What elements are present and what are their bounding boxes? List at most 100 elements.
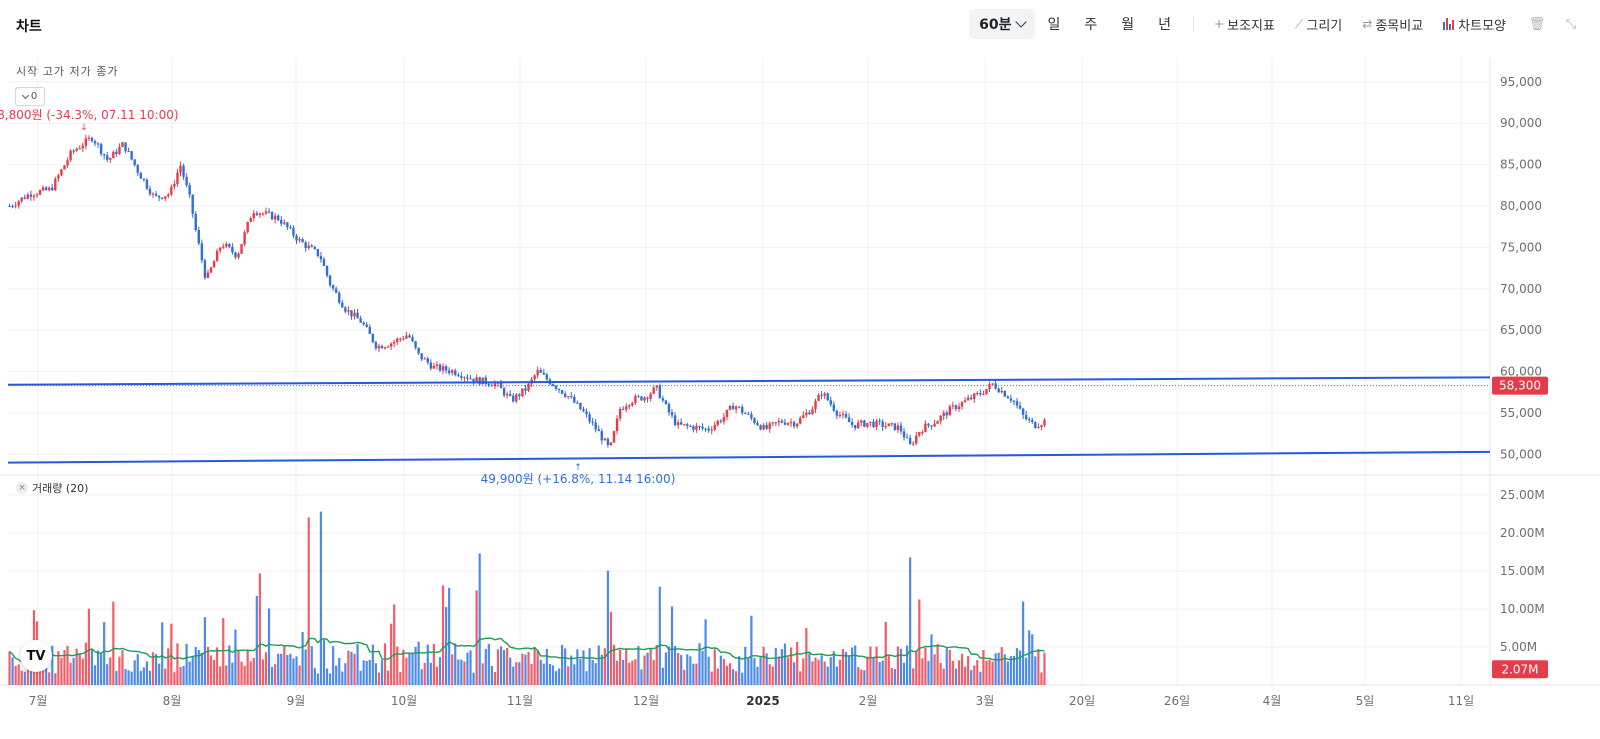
candle-body: [148, 188, 152, 195]
volume-bar: [368, 659, 371, 685]
volume-bar: [118, 656, 121, 685]
volume-bar: [680, 655, 683, 685]
compare-button[interactable]: ⇄ 종목비교: [1352, 9, 1433, 39]
volume-bar: [362, 660, 365, 685]
candle-body: [637, 396, 640, 398]
volume-bar: [524, 654, 527, 685]
volume-bar: [615, 660, 619, 685]
candle-body: [689, 425, 692, 427]
candle-body: [11, 206, 14, 208]
price-tick-label: 60,000: [1500, 365, 1542, 379]
candle-body: [75, 148, 78, 151]
candle-body: [863, 420, 866, 427]
candle-body: [203, 260, 207, 278]
volume-bar: [991, 661, 994, 685]
volume-bar: [374, 663, 377, 685]
candle-body: [963, 400, 967, 403]
candle-body: [167, 194, 170, 197]
chevron-down-icon: [1015, 16, 1028, 28]
timeframe-week[interactable]: 주: [1084, 17, 1098, 33]
volume-bar: [719, 655, 722, 685]
volume-bar: [69, 662, 72, 685]
candle-body: [1006, 396, 1010, 399]
candle-body: [8, 205, 11, 207]
indicator-button[interactable]: + 보조지표: [1204, 9, 1285, 39]
candle-body: [84, 138, 88, 146]
volume-bar: [188, 661, 191, 685]
indicator-collapse-button[interactable]: 0: [15, 87, 45, 106]
volume-bar: [1034, 656, 1037, 685]
candle-body: [509, 393, 512, 396]
close-icon[interactable]: ×: [16, 482, 28, 494]
volume-bar: [631, 660, 634, 685]
volume-bar: [905, 645, 909, 685]
volume-bar: [811, 661, 814, 685]
volume-bar: [237, 650, 240, 685]
timeframe-year[interactable]: 년: [1158, 17, 1172, 33]
trash-icon[interactable]: 🗑: [1528, 16, 1546, 32]
volume-bar: [960, 653, 964, 685]
toolbar-divider: [1193, 16, 1195, 32]
candle-body: [408, 335, 411, 338]
candle-body: [118, 146, 121, 154]
volume-bar: [658, 586, 661, 685]
volume-bar: [1031, 634, 1034, 685]
candle-body: [847, 417, 851, 423]
volume-bar: [87, 608, 91, 685]
candle-body: [234, 252, 237, 258]
candle-body: [160, 197, 164, 199]
candle-body: [911, 443, 915, 445]
candle-body: [585, 411, 588, 415]
volume-bar: [179, 666, 182, 685]
volume-bar: [151, 652, 155, 685]
candle-body: [475, 377, 478, 382]
volume-bar: [1018, 650, 1022, 685]
chart-style-button[interactable]: 차트모양: [1433, 9, 1516, 39]
volume-bar: [454, 643, 457, 685]
volume-bar: [209, 655, 213, 685]
candle-body: [362, 322, 365, 325]
volume-bar: [393, 604, 396, 685]
candle-body: [353, 312, 356, 317]
volume-bar: [994, 653, 997, 685]
volume-bar: [707, 656, 710, 685]
candle-body: [237, 253, 240, 258]
volume-bar: [313, 668, 316, 685]
candle-body: [341, 302, 344, 308]
candle-body: [652, 387, 655, 394]
candle-body: [20, 197, 23, 202]
candle-body: [69, 150, 72, 161]
volume-bar: [921, 658, 924, 685]
timeframe-day[interactable]: 일: [1047, 17, 1061, 33]
timeframe-month[interactable]: 월: [1121, 17, 1135, 33]
volume-bar: [1006, 661, 1009, 685]
timeframe-dropdown[interactable]: 60분: [969, 9, 1036, 39]
low-price-marker: 49,900원 (+16.8%, 11.14 16:00): [481, 472, 676, 486]
top-bar: 차트 60분 일 주 월 년 + 보조지표 ⟋ 그리기 ⇄ 종목비교 차트모양 …: [0, 0, 1600, 48]
volume-bar: [512, 666, 515, 685]
volume-bar: [396, 646, 399, 685]
volume-bar: [805, 628, 808, 685]
candle-body: [521, 388, 524, 397]
candle-body: [631, 402, 634, 406]
candle-body: [762, 424, 765, 430]
drawing-button[interactable]: ⟋ 그리기: [1285, 9, 1352, 39]
candle-body: [628, 405, 631, 407]
collapse-icon[interactable]: ⤡: [1565, 16, 1577, 32]
volume-bar: [747, 657, 750, 685]
candle-body: [240, 244, 243, 254]
candle-body: [1003, 390, 1006, 397]
price-tick-label: 75,000: [1500, 240, 1542, 254]
candle-body: [106, 155, 109, 160]
candle-body: [869, 421, 872, 423]
candle-body: [692, 426, 695, 430]
timeframe-active-label: 60분: [979, 17, 1012, 33]
candle-body: [899, 425, 903, 432]
candle-body: [102, 154, 106, 156]
volume-bar: [957, 660, 961, 685]
volume-bar: [264, 652, 268, 685]
volume-bar: [786, 657, 790, 685]
candle-body: [817, 394, 820, 401]
candle-body: [884, 426, 887, 428]
